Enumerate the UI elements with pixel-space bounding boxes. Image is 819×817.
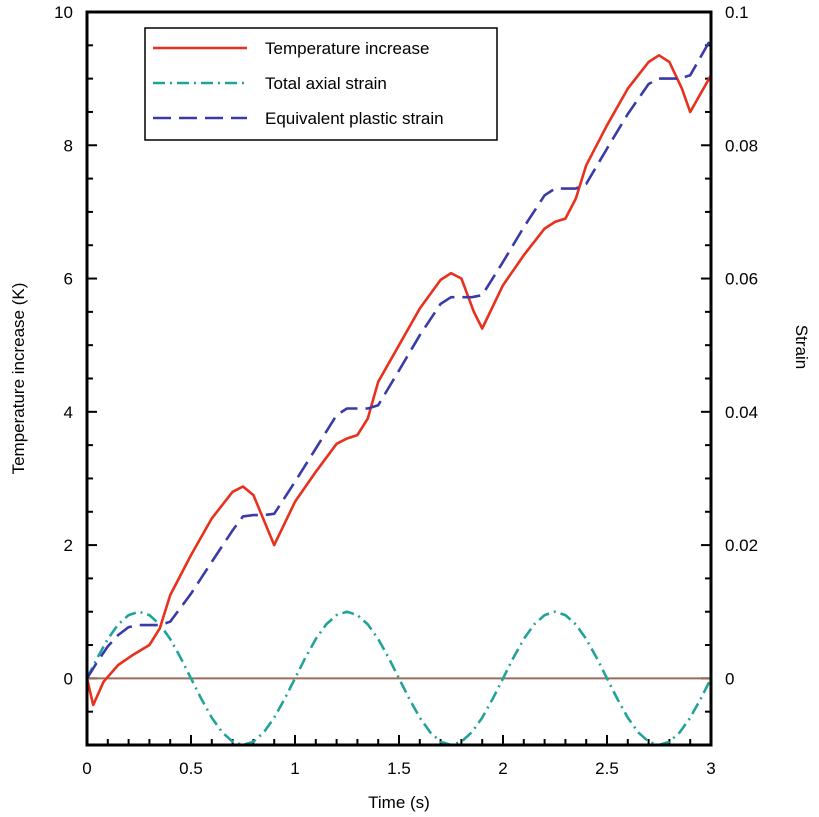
series-line-equivalent-plastic-strain [87,38,711,680]
series-line-temperature-increase [87,54,711,707]
y2-tick-label: 0.04 [725,403,758,422]
plot-frame [85,10,713,747]
y2-axis-title: Strain [792,325,811,369]
legend: Temperature increase Total axial strain Eq… [144,27,498,141]
y-tick-label: 6 [64,270,73,289]
legend-label: Total axial strain [265,74,387,93]
x-tick-label: 0.5 [179,759,203,778]
series-layer [87,38,711,745]
series-line-total-axial-strain [87,610,711,745]
x-tick-label: 2 [498,759,507,778]
y2-tick-label: 0.1 [725,3,749,22]
y-tick-label: 0 [64,669,73,688]
y2-tick-label: 0.06 [725,270,758,289]
y-tick-label: 2 [64,536,73,555]
x-tick-label: 1 [290,759,299,778]
x-tick-label: 3 [706,759,715,778]
y-tick-label: 4 [64,403,73,422]
legend-label: Equivalent plastic strain [265,109,444,128]
y-axis-title: Temperature increase (K) [9,283,28,475]
x-axis-title: Time (s) [368,793,430,812]
y2-tick-label: 0.02 [725,536,758,555]
x-tick-label: 2.5 [595,759,619,778]
y-tick-label: 10 [54,3,73,22]
ticks-layer: 0 0.5 1 1.5 2 2.5 3 0 2 4 6 8 10 0 0.02 0.04 0.06 0.08 0.1 [54,3,758,778]
y2-tick-label: 0.08 [725,136,758,155]
y-tick-label: 8 [64,136,73,155]
legend-label: Temperature increase [265,39,429,58]
x-tick-label: 1.5 [387,759,411,778]
x-tick-label: 0 [82,759,91,778]
y2-tick-label: 0 [725,669,734,688]
